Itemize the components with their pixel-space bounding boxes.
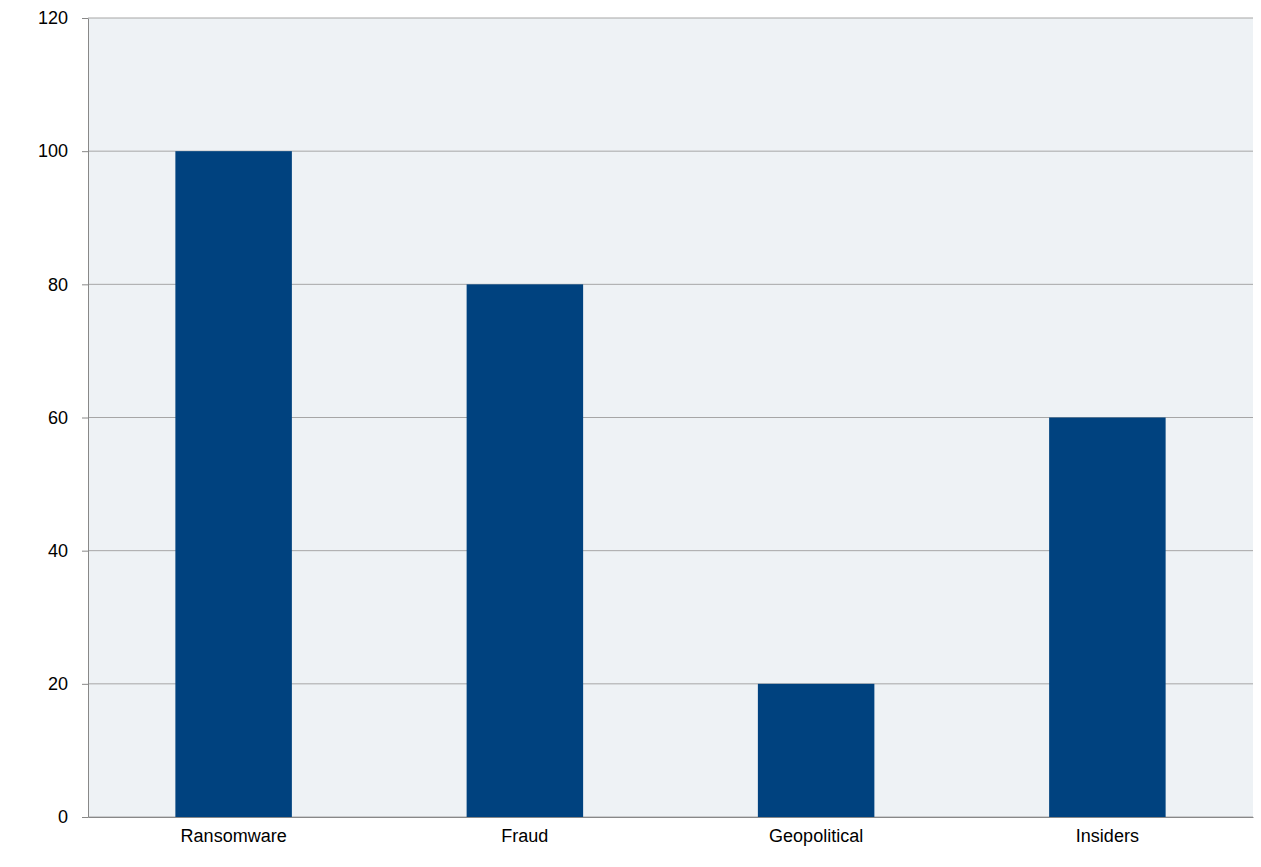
y-tick-mark — [82, 551, 88, 552]
x-tick-label: Ransomware — [181, 826, 287, 846]
plot-background — [88, 18, 1253, 817]
y-tick: 80 — [48, 275, 88, 295]
y-axis-line — [88, 19, 89, 818]
y-tick-label: 20 — [48, 674, 68, 694]
grid-line — [88, 18, 1253, 19]
x-tick-label: Fraud — [501, 826, 548, 846]
y-axis: 0 20 40 60 80 100 120 — [38, 8, 89, 827]
y-tick-mark — [82, 151, 88, 152]
bar — [467, 284, 584, 817]
x-tick: Insiders — [1076, 817, 1139, 846]
y-tick-label: 60 — [48, 408, 68, 428]
chart: 0 20 40 60 80 100 120 Ransomware Fraud Geopolitic… — [0, 0, 1261, 867]
y-tick: 0 — [58, 807, 88, 827]
y-tick-label: 80 — [48, 275, 68, 295]
x-tick-label: Insiders — [1076, 826, 1139, 846]
y-tick-mark — [82, 284, 88, 285]
y-tick: 100 — [38, 141, 88, 161]
grid — [88, 18, 1253, 817]
bar — [175, 151, 292, 817]
x-tick: Ransomware — [181, 817, 287, 846]
x-tick: Fraud — [501, 817, 548, 846]
bar — [1049, 418, 1166, 818]
y-tick: 120 — [38, 8, 88, 28]
y-tick-mark — [82, 817, 88, 818]
y-tick-label: 40 — [48, 541, 68, 561]
y-tick-label: 120 — [38, 8, 68, 28]
bars — [175, 151, 1165, 817]
y-tick: 40 — [48, 541, 88, 561]
y-tick-label: 100 — [38, 141, 68, 161]
y-tick: 20 — [48, 674, 88, 694]
x-tick-label: Geopolitical — [769, 826, 863, 846]
y-tick-mark — [82, 684, 88, 685]
plot: 0 20 40 60 80 100 120 Ransomware Fraud Geopolitic… — [38, 8, 1254, 846]
x-axis-line — [89, 817, 1254, 818]
x-tick: Geopolitical — [769, 817, 863, 846]
y-tick-mark — [82, 18, 88, 19]
bar — [758, 684, 875, 817]
x-axis: Ransomware Fraud Geopolitical Insiders — [89, 817, 1254, 846]
y-tick-label: 0 — [58, 807, 68, 827]
y-tick: 60 — [48, 408, 88, 428]
y-tick-mark — [82, 418, 88, 419]
